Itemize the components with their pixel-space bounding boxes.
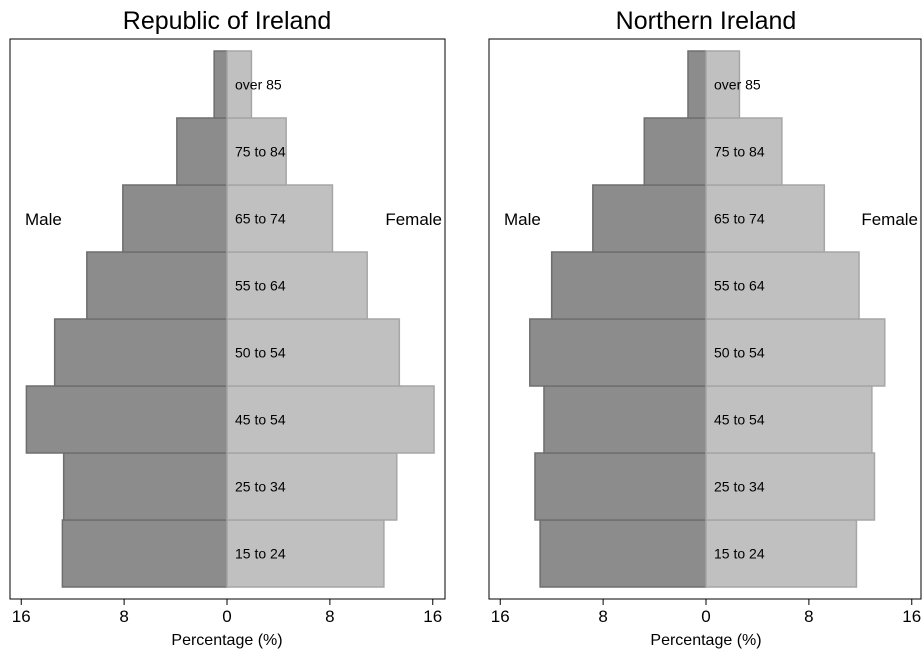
chart-title: Republic of Ireland [123, 7, 331, 35]
bar-female [705, 318, 886, 387]
x-tick-label: 8 [804, 607, 813, 626]
bar-male [539, 519, 707, 588]
bar-male [643, 117, 707, 186]
bar-male [25, 385, 228, 454]
bar-female [226, 184, 334, 253]
age-group-label: 15 to 24 [714, 546, 765, 562]
bar-male [53, 318, 228, 387]
x-axis-title: Percentage (%) [650, 632, 761, 649]
age-group-label: 75 to 84 [714, 144, 765, 160]
bar-female [705, 519, 858, 588]
chart-title: Northern Ireland [616, 7, 797, 35]
age-group-label: 50 to 54 [714, 345, 765, 361]
bar-male [550, 251, 707, 320]
bar-male [529, 318, 707, 387]
age-group-label: 65 to 74 [714, 211, 765, 227]
age-group-label: 55 to 64 [714, 278, 765, 294]
plot-frame [488, 38, 922, 600]
bar-male [62, 452, 228, 521]
bar-male [122, 184, 228, 253]
bar-male [213, 50, 228, 119]
bar-male [687, 50, 707, 119]
age-group-label: 25 to 34 [235, 479, 286, 495]
x-axis-title: Percentage (%) [171, 632, 282, 649]
bar-male [592, 184, 707, 253]
bar-female [226, 117, 287, 186]
bar-female [705, 184, 826, 253]
male-label: Male [25, 210, 62, 229]
bar-female [226, 318, 401, 387]
bar-female [226, 50, 253, 119]
age-group-label: over 85 [235, 77, 282, 93]
bar-female [705, 251, 860, 320]
female-label: Female [861, 210, 918, 229]
x-tick-label: 16 [423, 607, 442, 626]
x-tick-label: 16 [12, 607, 31, 626]
bar-female [705, 117, 783, 186]
bar-female [705, 385, 873, 454]
x-tick-label: 8 [325, 607, 334, 626]
age-group-label: 25 to 34 [714, 479, 765, 495]
age-group-label: 75 to 84 [235, 144, 286, 160]
bar-female [226, 452, 398, 521]
x-tick-label: 0 [222, 607, 231, 626]
chart-panel-1: Republic of Ireland 15 to 24 25 to 34 45 to… [9, 7, 446, 649]
age-group-label: 55 to 64 [235, 278, 286, 294]
x-tick-label: 0 [701, 607, 710, 626]
chart-panel-2: Northern Ireland 15 to 24 25 to 34 45 to 54… [488, 7, 922, 649]
bar-female [226, 251, 368, 320]
age-group-label: 45 to 54 [714, 412, 765, 428]
bar-male [176, 117, 228, 186]
x-tick-label: 16 [902, 607, 921, 626]
age-group-label: 45 to 54 [235, 412, 286, 428]
x-tick-label: 16 [491, 607, 510, 626]
bar-male [86, 251, 228, 320]
bar-male [543, 385, 707, 454]
age-group-label: over 85 [714, 77, 761, 93]
age-group-label: 65 to 74 [235, 211, 286, 227]
x-tick-label: 8 [598, 607, 607, 626]
male-label: Male [504, 210, 541, 229]
female-label: Female [385, 210, 442, 229]
bar-female [705, 50, 741, 119]
age-group-label: 15 to 24 [235, 546, 286, 562]
bar-male [534, 452, 707, 521]
bar-male [61, 519, 228, 588]
age-group-label: 50 to 54 [235, 345, 286, 361]
x-tick-label: 8 [119, 607, 128, 626]
